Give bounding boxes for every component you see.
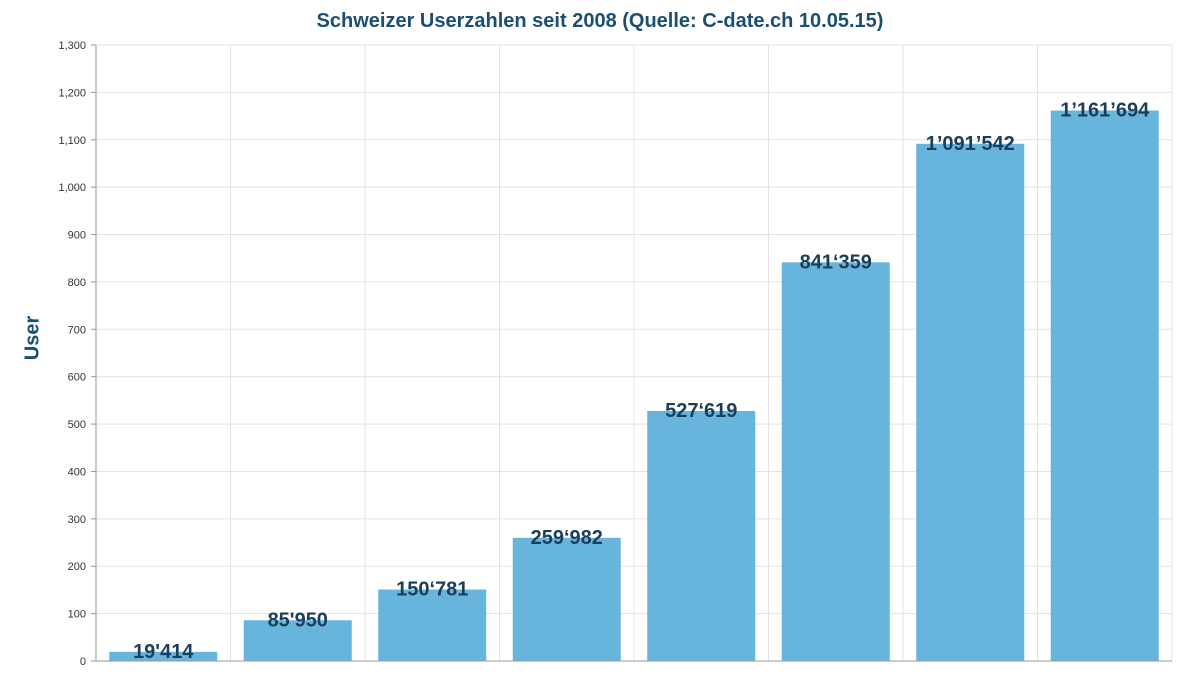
y-tick-label: 1,000 [58, 182, 86, 194]
bar [109, 651, 218, 661]
data-label: 19'414 [133, 641, 194, 663]
bar [916, 143, 1025, 661]
data-label: 85'950 [268, 609, 328, 631]
y-tick-label: 300 [68, 514, 86, 526]
bar [378, 589, 487, 661]
bar [781, 262, 890, 661]
data-label: 259‘982 [531, 527, 603, 549]
y-tick-label: 500 [68, 419, 86, 431]
bar [512, 537, 621, 661]
data-label: 841‘359 [800, 251, 872, 273]
data-label: 1’161’694 [1060, 100, 1150, 122]
y-tick-label: 800 [68, 277, 86, 289]
y-tick-label: 100 [68, 609, 86, 621]
y-tick-label: 1,300 [58, 40, 86, 52]
y-tick-label: 700 [68, 324, 86, 336]
data-label: 150‘781 [396, 579, 468, 601]
y-tick-label: 200 [68, 561, 86, 573]
y-tick-label: 1,200 [58, 87, 86, 99]
y-tick-label: 600 [68, 372, 86, 384]
data-label: 527‘619 [665, 400, 737, 422]
y-tick-label: 400 [68, 466, 86, 478]
bar [647, 410, 756, 661]
bar [243, 620, 352, 661]
chart-title: Schweizer Userzahlen seit 2008 (Quelle: … [316, 10, 884, 32]
bar [1050, 110, 1159, 661]
data-label: 1’091’542 [926, 133, 1015, 155]
y-tick-label: 1,100 [58, 135, 86, 147]
y-tick-label: 900 [68, 230, 86, 242]
y-tick-label: 0 [80, 656, 86, 668]
